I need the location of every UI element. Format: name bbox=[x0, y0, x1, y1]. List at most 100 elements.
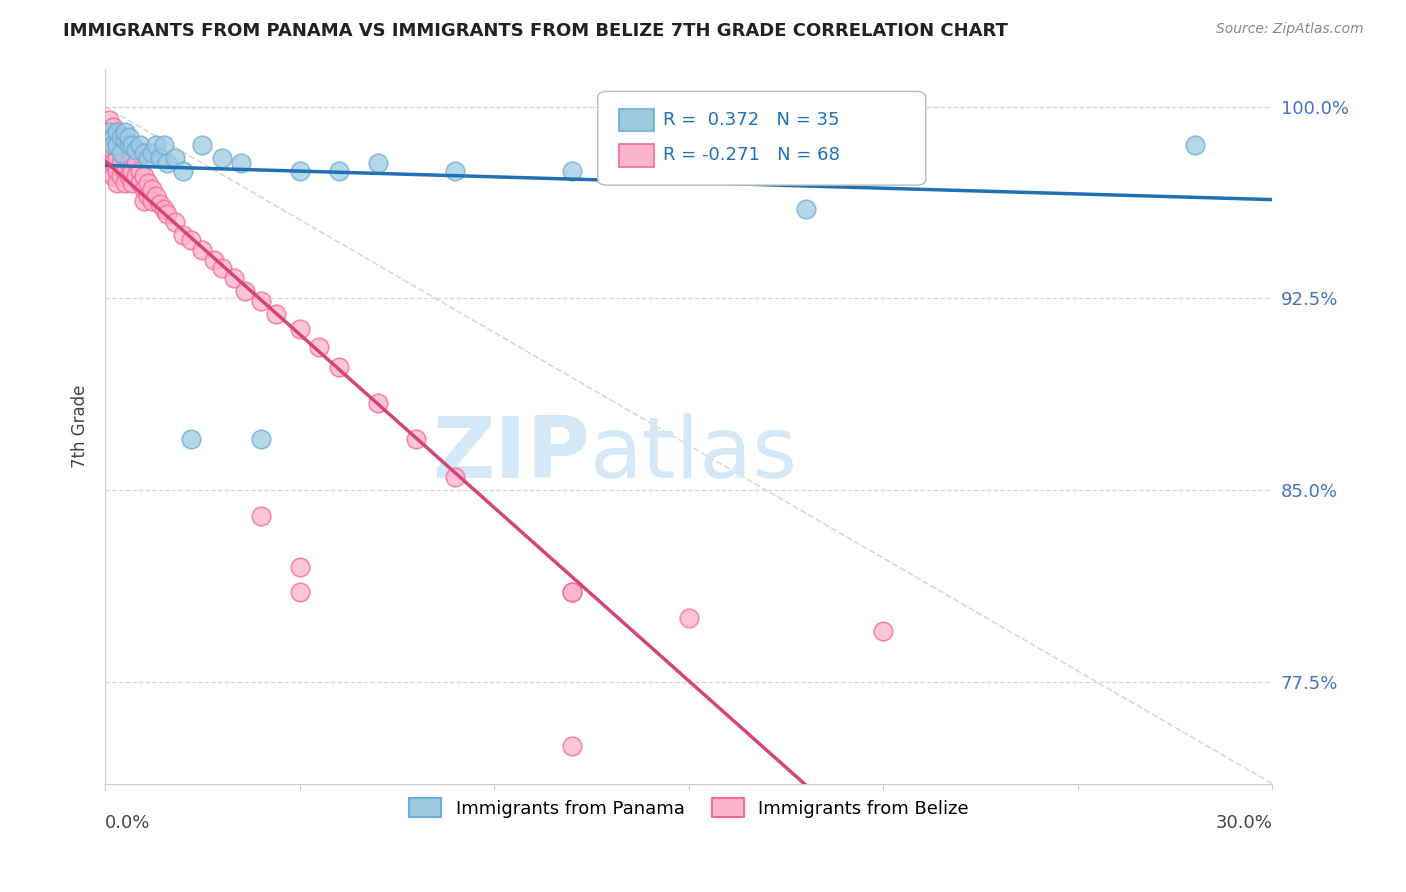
Point bbox=[114, 125, 136, 139]
Point bbox=[211, 151, 233, 165]
Point bbox=[141, 181, 163, 195]
Point bbox=[288, 585, 311, 599]
Point bbox=[141, 145, 163, 160]
Point bbox=[98, 125, 121, 139]
Point bbox=[872, 624, 894, 638]
Text: 30.0%: 30.0% bbox=[1216, 814, 1272, 832]
Point bbox=[125, 143, 148, 157]
Point bbox=[165, 151, 187, 165]
Point bbox=[134, 169, 156, 183]
Point bbox=[117, 138, 139, 153]
Point bbox=[129, 177, 152, 191]
Point bbox=[231, 156, 253, 170]
Point bbox=[134, 194, 156, 209]
Point bbox=[367, 396, 389, 410]
Point bbox=[125, 169, 148, 183]
Point bbox=[149, 151, 172, 165]
Point bbox=[180, 432, 202, 446]
Point bbox=[114, 177, 136, 191]
Point bbox=[114, 151, 136, 165]
Point bbox=[678, 611, 700, 625]
Point bbox=[191, 243, 214, 257]
Point bbox=[136, 177, 159, 191]
Point bbox=[129, 163, 152, 178]
Text: Source: ZipAtlas.com: Source: ZipAtlas.com bbox=[1216, 22, 1364, 37]
Point bbox=[101, 138, 124, 153]
Point bbox=[145, 189, 167, 203]
Point bbox=[172, 227, 194, 242]
Point bbox=[561, 163, 583, 178]
Point bbox=[156, 156, 179, 170]
Point bbox=[222, 271, 245, 285]
Point bbox=[191, 138, 214, 153]
Point bbox=[308, 340, 330, 354]
Point bbox=[211, 260, 233, 275]
Point bbox=[101, 120, 124, 135]
Point bbox=[444, 470, 467, 484]
Y-axis label: 7th Grade: 7th Grade bbox=[72, 384, 89, 468]
Point bbox=[105, 138, 128, 153]
Point bbox=[561, 585, 583, 599]
Point bbox=[288, 559, 311, 574]
Point bbox=[110, 145, 132, 160]
Point bbox=[233, 284, 256, 298]
Point bbox=[561, 585, 583, 599]
Point bbox=[117, 169, 139, 183]
Point bbox=[134, 181, 156, 195]
Point bbox=[101, 156, 124, 170]
Point bbox=[134, 145, 156, 160]
Point bbox=[105, 177, 128, 191]
Point bbox=[105, 125, 128, 139]
Point bbox=[121, 138, 143, 153]
Point bbox=[105, 163, 128, 178]
Point bbox=[145, 138, 167, 153]
Point bbox=[110, 130, 132, 145]
Point bbox=[114, 138, 136, 153]
Text: atlas: atlas bbox=[589, 413, 797, 496]
Point bbox=[141, 194, 163, 209]
Point bbox=[794, 202, 817, 216]
Point bbox=[101, 130, 124, 145]
Text: R =  0.372   N = 35: R = 0.372 N = 35 bbox=[664, 111, 839, 129]
Point bbox=[149, 197, 172, 211]
Text: R = -0.271   N = 68: R = -0.271 N = 68 bbox=[664, 146, 839, 164]
Point bbox=[136, 189, 159, 203]
Point bbox=[98, 138, 121, 153]
Point bbox=[156, 207, 179, 221]
Point bbox=[444, 163, 467, 178]
Point bbox=[117, 156, 139, 170]
Point bbox=[367, 156, 389, 170]
Point bbox=[105, 125, 128, 139]
Point bbox=[98, 163, 121, 178]
Legend: Immigrants from Panama, Immigrants from Belize: Immigrants from Panama, Immigrants from … bbox=[401, 791, 976, 825]
Point bbox=[121, 177, 143, 191]
Point bbox=[98, 112, 121, 127]
Point bbox=[152, 138, 174, 153]
Point bbox=[172, 163, 194, 178]
Point bbox=[114, 133, 136, 147]
Point bbox=[101, 169, 124, 183]
Point bbox=[125, 156, 148, 170]
Point bbox=[180, 233, 202, 247]
Point bbox=[114, 163, 136, 178]
Point bbox=[110, 156, 132, 170]
Point bbox=[202, 253, 225, 268]
Point bbox=[328, 163, 350, 178]
Point bbox=[117, 143, 139, 157]
Bar bbox=[619, 144, 654, 167]
Bar bbox=[619, 109, 654, 131]
Point bbox=[129, 138, 152, 153]
Point bbox=[152, 202, 174, 216]
Point bbox=[105, 138, 128, 153]
Point bbox=[121, 151, 143, 165]
Point bbox=[101, 143, 124, 157]
Point bbox=[405, 432, 427, 446]
Point bbox=[250, 508, 273, 523]
Point bbox=[121, 163, 143, 178]
Point bbox=[288, 163, 311, 178]
Point bbox=[288, 322, 311, 336]
Point bbox=[110, 130, 132, 145]
Point bbox=[101, 130, 124, 145]
Point bbox=[110, 169, 132, 183]
Text: 0.0%: 0.0% bbox=[105, 814, 150, 832]
